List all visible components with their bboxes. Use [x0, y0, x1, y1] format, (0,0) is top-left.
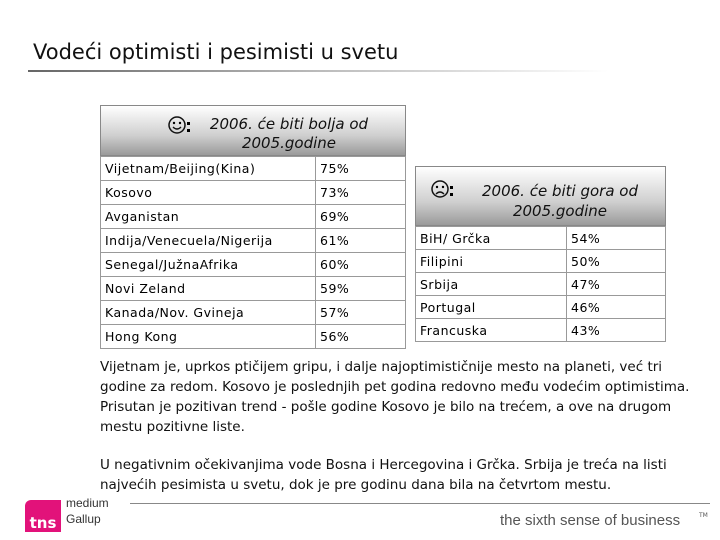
table-row: Hong Kong 56%	[100, 324, 406, 349]
country-cell: Francuska	[415, 318, 567, 342]
paragraph: U negativnim očekivanjima vode Bosna i H…	[100, 457, 667, 493]
header-text: 2006. će biti bolja od 2005.godine	[209, 115, 369, 152]
percent-cell: 43%	[566, 318, 666, 342]
percent-cell: 57%	[315, 300, 406, 325]
company: medium Gallup	[66, 495, 109, 527]
country-cell: Portugal	[415, 295, 567, 319]
table-row: Indija/Venecuela/Nigerija 61%	[100, 228, 406, 253]
smiley-icon	[168, 116, 190, 134]
table-row: Vijetnam/Beijing(Kina) 75%	[100, 156, 406, 181]
table-row: Novi Zeland 59%	[100, 276, 406, 301]
country-cell: Kosovo	[100, 180, 316, 205]
country-cell: Filipini	[415, 249, 567, 273]
country-cell: Hong Kong	[100, 324, 316, 349]
paragraph: Vijetnam je, uprkos ptičijem gripu, i da…	[100, 359, 690, 435]
country-cell: Novi Zeland	[100, 276, 316, 301]
percent-cell: 54%	[566, 226, 666, 250]
table-row: Kanada/Nov. Gvineja 57%	[100, 300, 406, 325]
percent-cell: 47%	[566, 272, 666, 296]
percent-cell: 46%	[566, 295, 666, 319]
tagline: the sixth sense of business	[500, 512, 681, 529]
company-line: medium	[66, 496, 109, 510]
trademark: TM	[699, 512, 708, 519]
table-row: Francuska 43%	[415, 318, 666, 342]
pessimists-header: 2006. će biti gora od 2005.godine	[415, 166, 666, 226]
percent-cell: 73%	[315, 180, 406, 205]
percent-cell: 61%	[315, 228, 406, 253]
header-text: 2006. će biti gora od 2005.godine	[482, 182, 638, 220]
country-cell: Avganistan	[100, 204, 316, 229]
percent-cell: 69%	[315, 204, 406, 229]
percent-cell: 60%	[315, 252, 406, 277]
table-row: Avganistan 69%	[100, 204, 406, 229]
pessimists-table: BiH/ Grčka 54% Filipini 50% Srbija 47% Portuga…	[415, 226, 666, 342]
slide-title: Vodeći optimisti i pesimisti u svetu	[33, 40, 399, 64]
table-row: Srbija 47%	[415, 272, 666, 296]
footer-rule	[130, 503, 710, 504]
company-line: Gallup	[66, 512, 101, 526]
percent-cell: 75%	[315, 156, 406, 181]
table-row: Senegal/JužnaAfrika 60%	[100, 252, 406, 277]
logo: tns	[25, 500, 61, 532]
percent-cell: 56%	[315, 324, 406, 349]
table-row: Kosovo 73%	[100, 180, 406, 205]
table-row: Filipini 50%	[415, 249, 666, 273]
table-row: BiH/ Grčka 54%	[415, 226, 666, 250]
optimists-table: Vijetnam/Beijing(Kina) 75% Kosovo 73% Avgani…	[100, 156, 406, 349]
percent-cell: 50%	[566, 249, 666, 273]
title-rule	[28, 70, 608, 72]
country-cell: Indija/Venecuela/Nigerija	[100, 228, 316, 253]
country-cell: Srbija	[415, 272, 567, 296]
table-row: Portugal 46%	[415, 295, 666, 319]
optimists-header: 2006. će biti bolja od 2005.godine	[100, 105, 406, 156]
country-cell: Vijetnam/Beijing(Kina)	[100, 156, 316, 181]
sad-icon	[431, 180, 453, 198]
country-cell: Senegal/JužnaAfrika	[100, 252, 316, 277]
percent-cell: 59%	[315, 276, 406, 301]
country-cell: BiH/ Grčka	[415, 226, 567, 250]
country-cell: Kanada/Nov. Gvineja	[100, 300, 316, 325]
